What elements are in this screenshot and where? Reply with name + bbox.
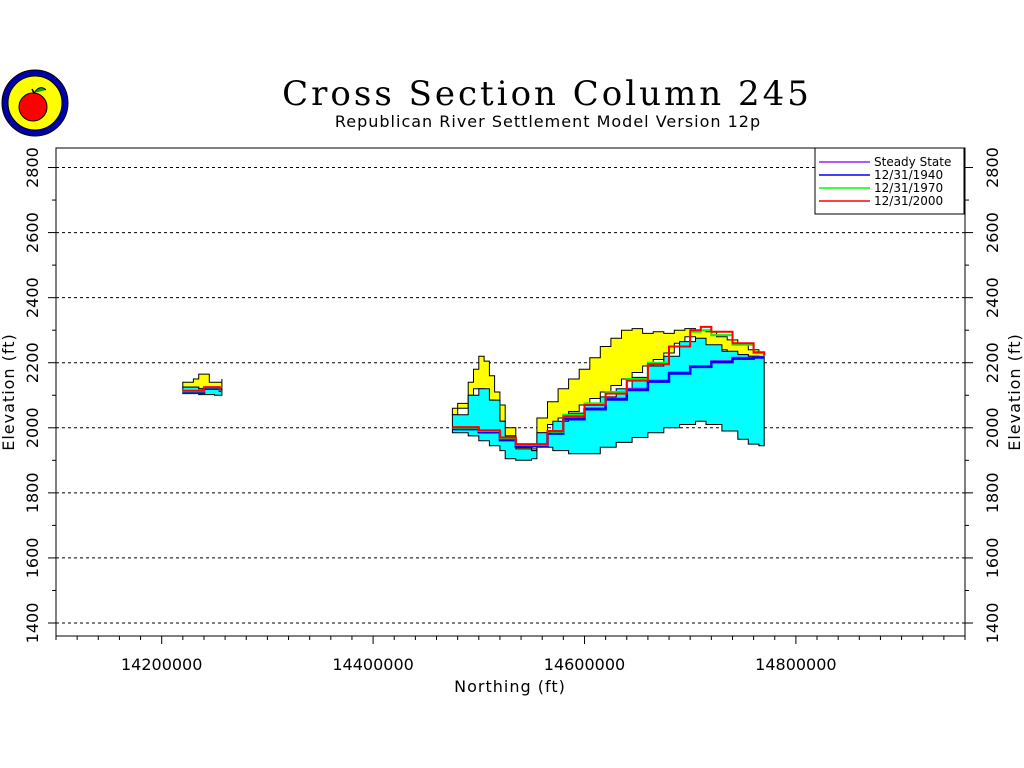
x-tick-label: 14800000: [755, 655, 836, 674]
y-tick-label-left: 1800: [23, 472, 42, 513]
gridlines: [56, 167, 965, 624]
y-tick-label-right: 1600: [983, 538, 1002, 579]
legend-label-1940: 12/31/1940: [874, 168, 943, 182]
series-lines: [182, 325, 766, 448]
chart-title: Cross Section Column 245: [282, 74, 812, 114]
legend-label-2000: 12/31/2000: [874, 194, 943, 208]
y-tick-label-right: 2000: [983, 407, 1002, 448]
legend-label-steady-state: Steady State: [874, 155, 951, 169]
x-axis-title: Northing (ft): [454, 677, 566, 696]
plot-frame: [55, 147, 966, 637]
chart-subtitle: Republican River Settlement Model Versio…: [335, 112, 761, 131]
x-tick-label: 14600000: [544, 655, 625, 674]
y-tick-label-right: 1800: [983, 472, 1002, 513]
y-tick-label-right: 2600: [983, 212, 1002, 253]
y-axis-title-right: Elevation (ft): [1005, 333, 1024, 451]
series-line-12-31-2000: [182, 386, 221, 392]
y-tick-label-left: 1600: [23, 538, 42, 579]
axis-ticks: 1400 1400 1600 1600 1800 1800 2000 2000 2200 2200…: [23, 147, 1002, 674]
y-axis-title-left: Elevation (ft): [0, 333, 18, 451]
y-tick-label-right: 2200: [983, 342, 1002, 383]
y-tick-label-right: 2800: [983, 147, 1002, 188]
y-tick-label-left: 2200: [23, 342, 42, 383]
y-tick-label-left: 2000: [23, 407, 42, 448]
y-tick-label-left: 2400: [23, 277, 42, 318]
y-tick-label-left: 1400: [23, 603, 42, 644]
legend-box: [814, 147, 965, 215]
x-tick-label: 14200000: [121, 655, 202, 674]
y-tick-label-right: 1400: [983, 603, 1002, 644]
legend-label-1970: 12/31/1970: [874, 181, 943, 195]
layer-areas: [182, 328, 765, 461]
y-tick-label-left: 2800: [23, 147, 42, 188]
series-line-12-31-2000: [452, 325, 766, 446]
legend: Steady State 12/31/1940 12/31/1970 12/31…: [814, 147, 965, 215]
y-tick-label-right: 2400: [983, 277, 1002, 318]
seal-logo: [1, 69, 69, 137]
y-tick-label-left: 2600: [23, 212, 42, 253]
x-tick-label: 14400000: [332, 655, 413, 674]
